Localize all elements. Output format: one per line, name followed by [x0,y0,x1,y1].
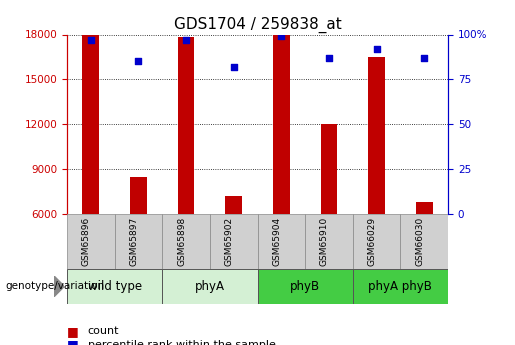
Bar [162,269,258,304]
Bar [114,214,162,269]
Text: GSM66030: GSM66030 [415,217,424,266]
Title: GDS1704 / 259838_at: GDS1704 / 259838_at [174,17,341,33]
Bar [321,124,337,214]
Text: GSM66029: GSM66029 [368,217,376,266]
Point [372,46,381,52]
Bar [67,214,115,269]
Bar [258,214,305,269]
Point [230,64,238,70]
Bar [162,214,210,269]
Text: percentile rank within the sample: percentile rank within the sample [88,340,276,345]
Text: ■: ■ [67,338,79,345]
Text: phyA: phyA [195,280,225,293]
Bar [226,196,242,214]
Text: wild type: wild type [88,280,142,293]
Bar [67,269,162,304]
Text: GSM65902: GSM65902 [225,217,234,266]
Bar [258,269,353,304]
Text: count: count [88,326,119,336]
Text: GSM65898: GSM65898 [177,217,186,266]
Bar [210,214,258,269]
Bar [353,269,448,304]
Point [277,33,285,39]
Bar [305,214,353,269]
Point [325,55,333,61]
Bar [416,202,433,214]
Polygon shape [54,276,64,297]
Text: GSM65904: GSM65904 [272,217,281,266]
Bar [130,177,147,214]
Bar [273,34,289,214]
Text: ■: ■ [67,325,79,338]
Text: genotype/variation: genotype/variation [5,282,104,291]
Bar [368,57,385,214]
Bar [353,214,401,269]
Bar [401,214,448,269]
Text: GSM65897: GSM65897 [129,217,139,266]
Bar [178,38,194,214]
Text: phyA phyB: phyA phyB [368,280,433,293]
Point [87,37,95,43]
Text: GSM65896: GSM65896 [82,217,91,266]
Text: phyB: phyB [290,280,320,293]
Bar [82,34,99,214]
Point [420,55,428,61]
Text: GSM65910: GSM65910 [320,217,329,266]
Point [182,37,190,43]
Point [134,59,143,64]
